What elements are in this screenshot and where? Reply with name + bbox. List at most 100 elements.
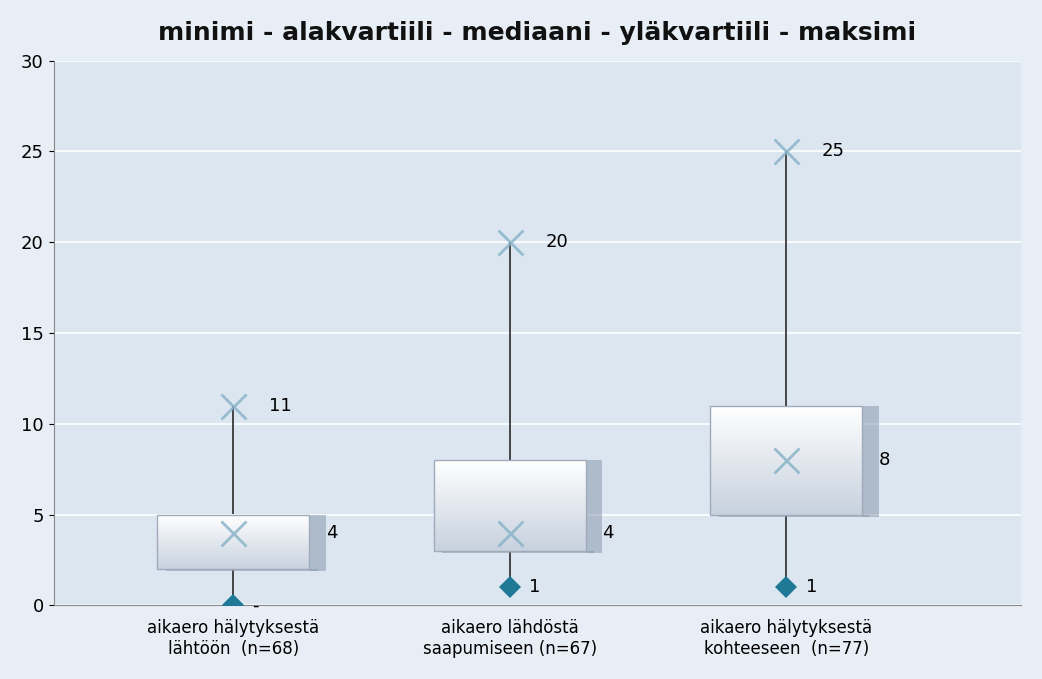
Bar <box>711 488 862 489</box>
Bar <box>711 447 862 449</box>
Bar <box>433 542 586 543</box>
Bar <box>433 537 586 538</box>
Bar <box>157 559 309 560</box>
Bar <box>433 502 586 503</box>
Text: 8: 8 <box>878 451 890 469</box>
Bar <box>433 550 586 551</box>
Bar <box>711 501 862 502</box>
Bar <box>433 473 586 474</box>
Bar <box>711 479 862 481</box>
Bar <box>711 464 862 466</box>
Bar <box>711 478 862 479</box>
Bar <box>157 531 309 532</box>
Bar <box>157 560 309 561</box>
Bar <box>433 505 586 507</box>
Bar <box>433 481 586 483</box>
Bar <box>711 450 862 452</box>
Bar <box>433 528 586 530</box>
Bar <box>711 462 862 464</box>
Bar <box>157 527 309 528</box>
Bar <box>433 507 586 508</box>
Bar <box>433 517 586 518</box>
Bar <box>718 515 870 517</box>
Bar <box>433 521 586 523</box>
Bar <box>433 547 586 549</box>
Bar <box>711 475 862 477</box>
Bar <box>433 477 586 478</box>
Text: 20: 20 <box>546 234 568 251</box>
Bar <box>157 525 309 526</box>
Bar <box>309 515 326 571</box>
Bar <box>711 407 862 409</box>
Bar <box>711 441 862 443</box>
Bar <box>711 411 862 413</box>
Bar <box>711 500 862 501</box>
Bar <box>433 511 586 513</box>
Bar <box>433 496 586 498</box>
Bar <box>711 456 862 458</box>
Bar <box>711 424 862 426</box>
Bar <box>433 520 586 521</box>
Bar <box>157 549 309 550</box>
Bar <box>433 526 586 527</box>
Bar <box>711 498 862 500</box>
Bar <box>711 443 862 445</box>
Bar <box>157 523 309 524</box>
Bar <box>433 493 586 494</box>
Bar <box>433 503 586 504</box>
Bar <box>433 494 586 496</box>
Bar <box>433 478 586 479</box>
Bar <box>433 509 586 510</box>
Bar <box>711 511 862 512</box>
Bar <box>433 460 586 551</box>
Bar <box>157 517 309 518</box>
Bar <box>157 556 309 557</box>
Text: -: - <box>252 596 259 614</box>
Bar <box>711 428 862 430</box>
Bar <box>433 498 586 500</box>
Bar <box>433 545 586 547</box>
Bar <box>433 495 586 496</box>
Bar <box>433 536 586 537</box>
Bar <box>711 461 862 463</box>
Text: 4: 4 <box>602 524 614 542</box>
Bar <box>157 557 309 558</box>
Bar <box>157 520 309 521</box>
Bar <box>433 469 586 471</box>
Bar <box>711 490 862 492</box>
Bar <box>433 488 586 489</box>
Bar <box>711 423 862 425</box>
Bar <box>711 457 862 459</box>
Bar <box>711 412 862 414</box>
Bar <box>711 458 862 460</box>
Bar <box>157 564 309 565</box>
Bar <box>157 561 309 562</box>
Bar <box>711 438 862 440</box>
Bar <box>433 530 586 532</box>
Text: 25: 25 <box>822 143 845 160</box>
Bar <box>433 488 586 490</box>
Bar <box>711 466 862 467</box>
Bar <box>711 477 862 478</box>
Bar <box>433 475 586 476</box>
Text: 11: 11 <box>269 397 292 415</box>
Bar <box>862 406 878 517</box>
Bar <box>433 485 586 486</box>
Bar <box>433 535 586 536</box>
Bar <box>157 550 309 551</box>
Bar <box>711 419 862 421</box>
Bar <box>433 515 586 516</box>
Bar <box>433 466 586 467</box>
Bar <box>433 524 586 525</box>
Bar <box>433 532 586 533</box>
Bar <box>157 515 309 516</box>
Bar <box>711 427 862 429</box>
Bar <box>711 504 862 505</box>
Bar <box>157 537 309 538</box>
Bar <box>711 474 862 475</box>
Bar <box>157 543 309 544</box>
Bar <box>157 562 309 563</box>
Bar <box>433 461 586 462</box>
Bar <box>157 553 309 554</box>
Text: 1: 1 <box>805 579 817 596</box>
